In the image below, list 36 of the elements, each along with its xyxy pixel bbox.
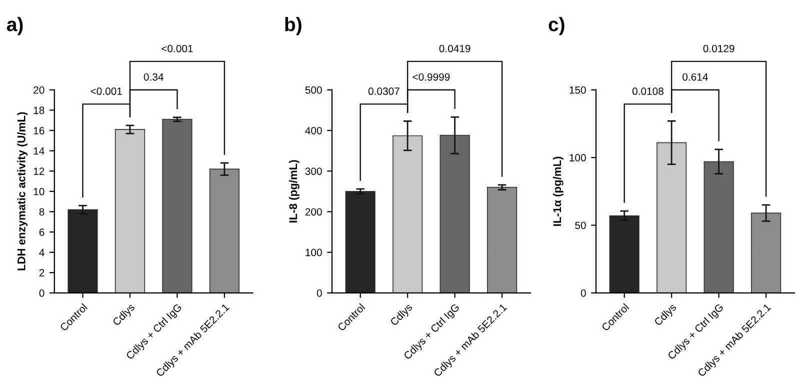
y-tick-label: 18 xyxy=(34,106,44,114)
y-tick-label: 14 xyxy=(34,147,44,155)
chart-title: b) xyxy=(285,17,302,36)
y-tick-label: 2 xyxy=(39,269,44,276)
y-tick-label: 0 xyxy=(316,289,322,297)
text: <0.9999 xyxy=(412,73,450,81)
chart-title: a) xyxy=(6,17,23,36)
y-axis-title: IL-8 (pg/mL) xyxy=(288,160,300,222)
y-tick-label: 12 xyxy=(34,168,44,175)
text: 0.0419 xyxy=(439,44,470,52)
y-tick-label: 10 xyxy=(34,188,44,196)
chart-title: c) xyxy=(548,17,564,36)
y-tick-label: 100 xyxy=(306,248,322,256)
y-tick-label: 200 xyxy=(305,208,322,216)
annotation: 0.0108 xyxy=(632,88,664,95)
y-tick-label: 300 xyxy=(305,168,322,175)
y-tick-label: 500 xyxy=(305,86,322,94)
y-tick-label: 16 xyxy=(34,126,44,134)
y-tick-label: 20 xyxy=(34,86,44,94)
y-tick-label: 400 xyxy=(305,126,322,134)
y-tick-label: 100 xyxy=(570,154,586,162)
y-tick-label: 8 xyxy=(39,208,44,216)
text: 0.34 xyxy=(144,73,164,81)
y-tick-label: 4 xyxy=(39,248,44,256)
text: 0.0129 xyxy=(703,44,734,52)
text: <0.001 xyxy=(162,44,193,52)
y-axis-title: IL-1α (pg/mL) xyxy=(552,156,564,226)
text: 0.614 xyxy=(682,73,708,81)
y-tick-label: 6 xyxy=(39,228,44,236)
annotation: <0.001 xyxy=(90,88,122,95)
y-tick-label: 150 xyxy=(570,86,586,94)
annotation: 0.0307 xyxy=(368,88,400,95)
y-tick-label: 0 xyxy=(580,289,586,297)
y-tick-label: 50 xyxy=(575,222,586,230)
y-tick-label: 0 xyxy=(39,289,44,297)
y-axis-title: LDH enzymatic activity (U/mL) xyxy=(17,112,28,270)
